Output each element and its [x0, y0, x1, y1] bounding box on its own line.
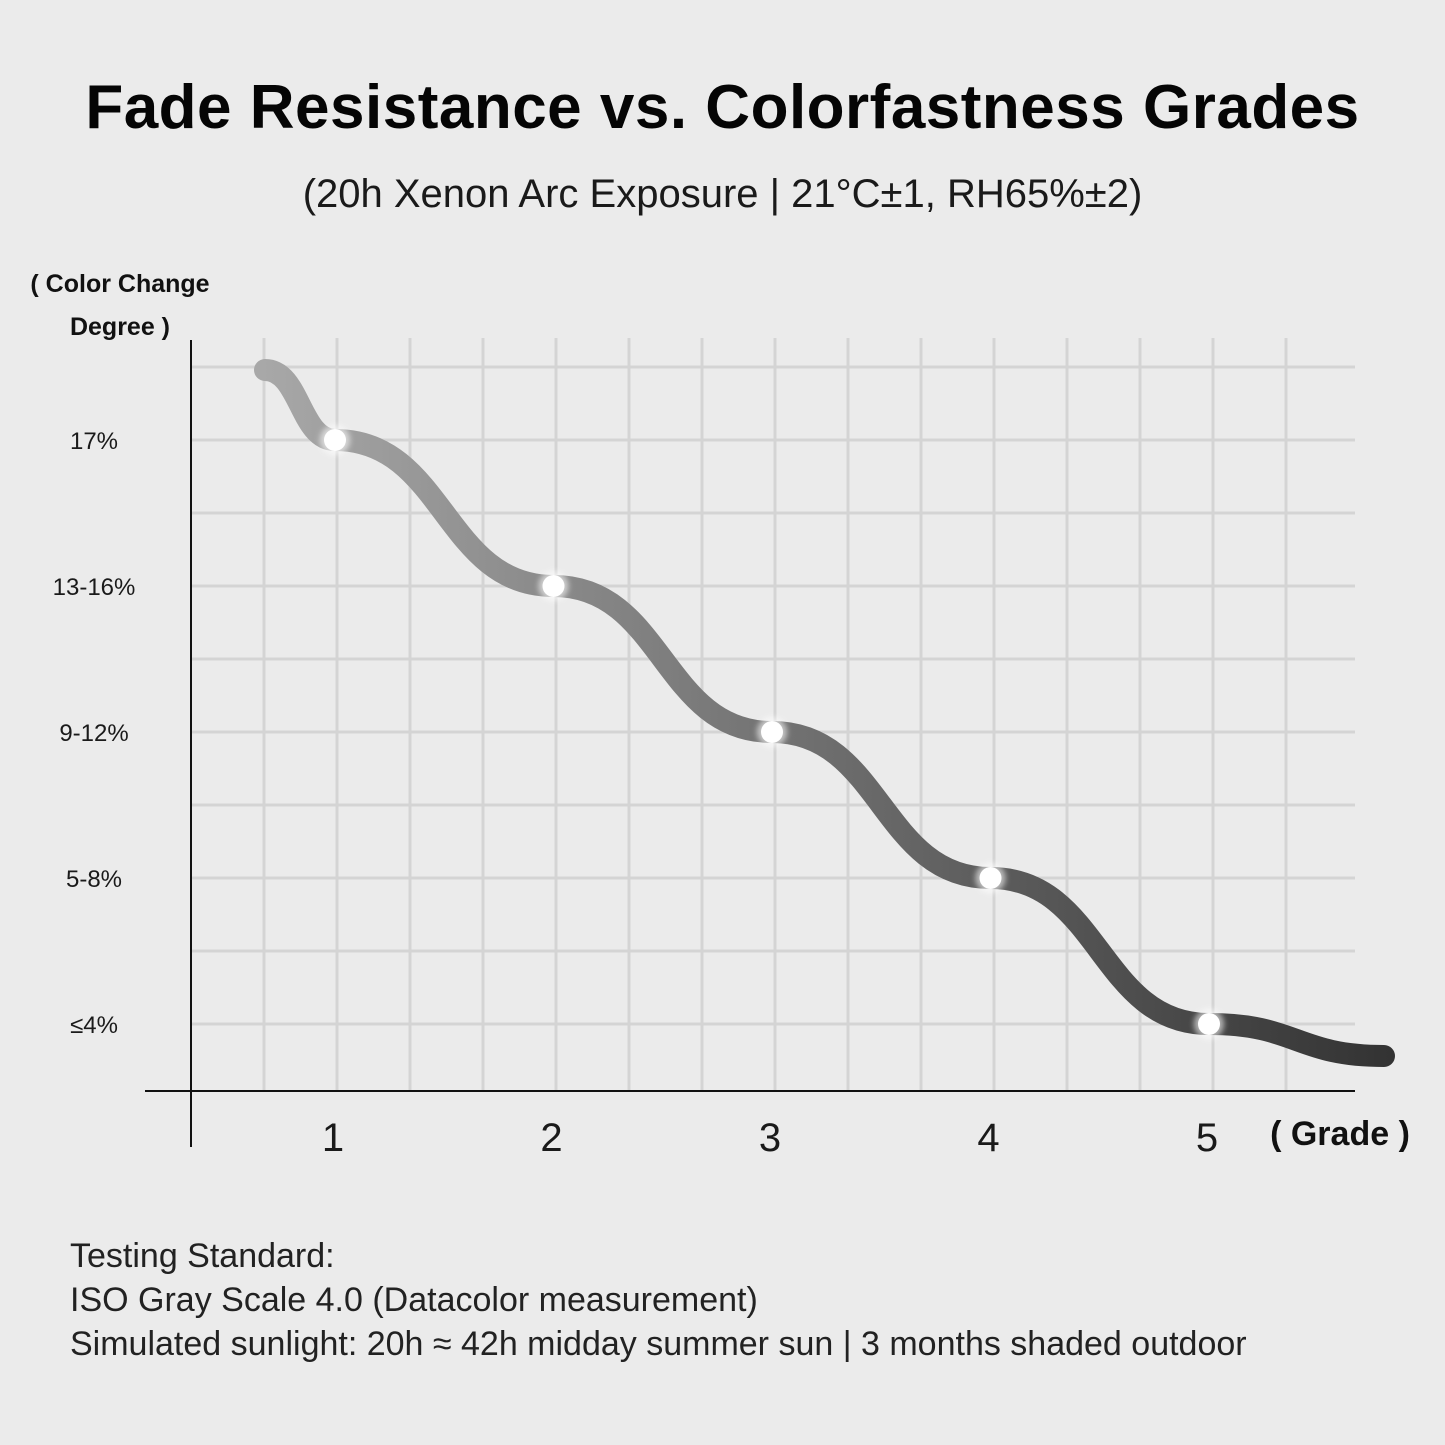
x-tick-label: 2	[540, 1116, 562, 1160]
data-point-5	[1198, 1013, 1220, 1035]
series-line	[254, 359, 1395, 1067]
y-tick-label: 9-12%	[59, 720, 128, 747]
note-standard: ISO Gray Scale 4.0 (Datacolor measuremen…	[70, 1281, 758, 1319]
data-point-2	[542, 575, 565, 597]
testing-notes: Testing Standard: ISO Gray Scale 4.0 (Da…	[70, 1234, 1247, 1366]
note-heading: Testing Standard:	[70, 1237, 335, 1275]
data-point-3	[761, 721, 783, 743]
x-tick-label: 5	[1196, 1116, 1218, 1160]
data-point-4	[979, 867, 1002, 889]
axes	[145, 340, 1355, 1147]
x-tick-label: 1	[322, 1116, 344, 1160]
x-tick-label: 3	[759, 1116, 781, 1160]
chart-subtitle: (20h Xenon Arc Exposure | 21°C±1, RH65%±…	[302, 172, 1143, 216]
y-tick-label: 17%	[70, 428, 118, 455]
y-tick-label: 13-16%	[53, 574, 136, 601]
y-tick-label: 5-8%	[66, 866, 122, 893]
x-tick-label: 4	[977, 1116, 999, 1160]
y-tick-label: ≤4%	[70, 1012, 118, 1039]
x-axis-label: ( Grade )	[1270, 1115, 1410, 1153]
data-point-1	[324, 429, 346, 451]
y-axis-label-line: Degree )	[70, 313, 170, 341]
chart-title: Fade Resistance vs. Colorfastness Grades	[85, 73, 1360, 142]
series-group	[254, 359, 1395, 1067]
note-sunlight: Simulated sunlight: 20h ≈ 42h midday sum…	[70, 1325, 1247, 1363]
y-axis-label-line: ( Color Change	[30, 270, 209, 298]
